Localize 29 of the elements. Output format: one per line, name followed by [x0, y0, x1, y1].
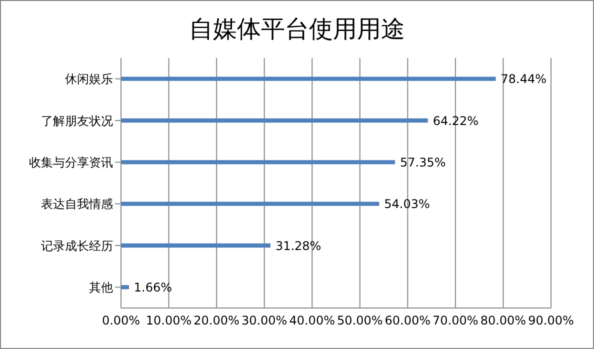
x-tick-label: 10.00% — [146, 314, 192, 328]
x-tick-label: 90.00% — [528, 314, 574, 328]
data-label: 78.44% — [500, 72, 547, 86]
y-tick-label: 休闲娱乐 — [65, 72, 113, 86]
bar — [121, 243, 270, 248]
x-tick-label: 30.00% — [241, 314, 288, 328]
y-tick-label: 表达自我情感 — [41, 197, 113, 212]
bar — [121, 285, 129, 290]
y-tick-label: 收集与分享资讯 — [29, 155, 113, 170]
data-label: 64.22% — [432, 114, 479, 128]
bar — [121, 202, 380, 206]
x-tick-label: 80.00% — [480, 314, 526, 328]
chart-title: 自媒体平台使用用途 — [188, 14, 406, 45]
bar — [121, 160, 396, 164]
data-label: 1.66% — [134, 280, 172, 294]
y-tick-label: 其他 — [89, 280, 113, 294]
x-tick-label: 0.00% — [102, 314, 140, 328]
y-tick-label: 了解朋友状况 — [41, 114, 113, 128]
x-tick-label: 70.00% — [432, 314, 478, 328]
bar — [121, 118, 428, 123]
data-label: 31.28% — [275, 238, 322, 253]
x-tick-label: 20.00% — [194, 314, 240, 328]
data-label: 57.35% — [400, 155, 446, 170]
x-tick-label: 60.00% — [384, 314, 431, 328]
x-tick-label: 50.00% — [337, 314, 383, 328]
y-tick-label: 记录成长经历 — [41, 238, 113, 253]
data-label: 54.03% — [384, 197, 430, 212]
x-tick-label: 40.00% — [289, 314, 335, 328]
bar — [121, 76, 496, 81]
